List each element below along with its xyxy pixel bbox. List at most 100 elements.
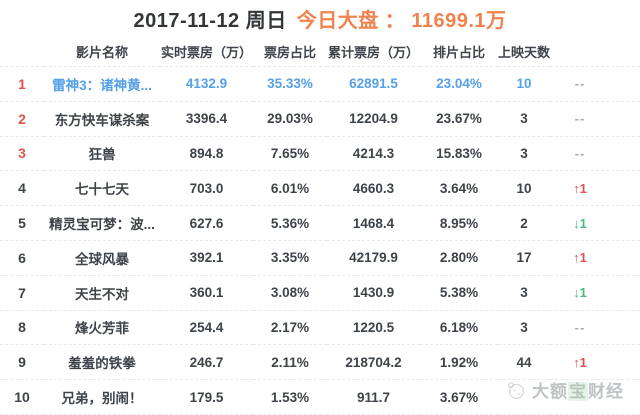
screening-share-cell: 23.67% <box>436 111 482 127</box>
watermark-prefix: 大额 <box>532 382 568 401</box>
realtime-boxoffice-cell: 703.0 <box>189 180 224 196</box>
box-office-table: 影片名称 实时票房（万） 票房占比 累计票房（万） 排片占比 上映天数 1 雷神… <box>0 36 640 415</box>
rank-trend-cell: -- <box>574 111 586 127</box>
watermark-green-char: 宝 <box>568 382 588 401</box>
realtime-boxoffice-cell: 627.6 <box>189 215 224 231</box>
mascot-logo-icon <box>505 379 527 401</box>
screening-share-cell: 23.04% <box>436 76 482 92</box>
cumulative-boxoffice-cell: 1468.4 <box>352 215 395 231</box>
realtime-boxoffice-cell: 4132.9 <box>185 76 228 92</box>
days-released-cell: 2 <box>520 215 528 231</box>
table-row: 9 羞羞的铁拳 246.7 2.11% 218704.2 1.92% 44 ↑1 <box>0 344 640 380</box>
market-label: 今日大盘 <box>296 9 379 32</box>
movie-name-cell: 雷神3：诸神黄... <box>52 77 152 93</box>
cumulative-boxoffice-cell: 62891.5 <box>349 76 398 92</box>
rank-cell: 4 <box>18 180 26 197</box>
header-realtime-boxoffice: 实时票房（万） <box>160 44 252 60</box>
rank-trend-cell: ↓1 <box>573 285 587 301</box>
header-screening-share: 排片占比 <box>432 44 485 60</box>
boxoffice-share-cell: 2.11% <box>271 354 309 370</box>
cumulative-boxoffice-cell: 911.7 <box>356 389 391 405</box>
days-released-cell: 3 <box>520 319 528 335</box>
screening-share-cell: 1.92% <box>439 354 479 370</box>
movie-name-cell: 烽火芳菲 <box>75 321 129 337</box>
header-days-released: 上映天数 <box>498 44 551 60</box>
movie-name-cell: 狂兽 <box>88 147 116 163</box>
movie-name-cell: 精灵宝可梦：波... <box>49 217 155 233</box>
screening-share-cell: 3.64% <box>439 180 479 196</box>
screening-share-cell: 5.38% <box>439 285 479 301</box>
boxoffice-share-cell: 3.08% <box>270 285 310 301</box>
report-date: 2017-11-12 周日 <box>133 9 287 32</box>
cumulative-boxoffice-cell: 4660.3 <box>352 180 395 196</box>
movie-name-cell: 七十七天 <box>75 182 129 198</box>
watermark: 大额宝财经 <box>505 377 624 402</box>
header-trend <box>550 36 640 67</box>
watermark-text: 大额宝财经 <box>532 377 624 402</box>
days-released-cell: 10 <box>516 180 532 196</box>
rank-trend-cell: ↑1 <box>573 250 587 266</box>
rank-trend-cell: -- <box>574 319 586 335</box>
boxoffice-share-cell: 3.35% <box>270 250 310 266</box>
watermark-suffix: 财经 <box>588 382 624 401</box>
header-movie-name: 影片名称 <box>75 44 128 60</box>
movie-name-cell: 全球风暴 <box>75 251 129 267</box>
table-row: 5 精灵宝可梦：波... 627.6 5.36% 1468.4 8.95% 2 … <box>0 205 640 241</box>
boxoffice-share-cell: 6.01% <box>270 180 310 196</box>
movie-name-cell: 兄弟，别闹！ <box>61 391 143 407</box>
table-body: 1 雷神3：诸神黄... 4132.9 35.33% 62891.5 23.04… <box>0 66 640 415</box>
boxoffice-share-cell: 35.33% <box>267 76 313 92</box>
cumulative-boxoffice-cell: 218704.2 <box>345 354 402 370</box>
cumulative-boxoffice-cell: 12204.9 <box>349 111 398 127</box>
market-colon: ： <box>384 9 406 32</box>
movie-name-cell: 东方快车谋杀案 <box>54 112 150 128</box>
realtime-boxoffice-cell: 3396.4 <box>185 111 228 127</box>
cumulative-boxoffice-cell: 1430.9 <box>352 285 395 301</box>
page-title: 2017-11-12 周日 今日大盘 ： 11699.1万 <box>0 0 640 36</box>
screening-share-cell: 2.80% <box>439 250 479 266</box>
screening-share-cell: 15.83% <box>436 145 482 161</box>
boxoffice-share-cell: 29.03% <box>267 111 313 127</box>
days-released-cell: 10 <box>516 76 532 92</box>
cumulative-boxoffice-cell: 42179.9 <box>349 250 398 266</box>
realtime-boxoffice-cell: 392.1 <box>189 250 224 266</box>
boxoffice-share-cell: 7.65% <box>270 145 310 161</box>
days-released-cell: 17 <box>516 250 532 266</box>
table-row: 2 东方快车谋杀案 3396.4 29.03% 12204.9 23.67% 3… <box>0 101 640 136</box>
movie-name-cell: 羞羞的铁拳 <box>68 356 136 372</box>
days-released-cell: 44 <box>516 354 532 370</box>
boxoffice-share-cell: 2.17% <box>270 319 310 335</box>
screening-share-cell: 8.95% <box>439 215 479 231</box>
rank-trend-cell: -- <box>574 76 586 92</box>
rank-trend-cell: ↑1 <box>573 180 587 196</box>
market-value: 11699.1万 <box>411 9 507 32</box>
movie-name-cell: 天生不对 <box>75 286 129 302</box>
realtime-boxoffice-cell: 254.4 <box>189 319 224 335</box>
boxoffice-share-cell: 1.53% <box>270 389 310 405</box>
rank-trend-cell: ↓1 <box>573 215 587 231</box>
realtime-boxoffice-cell: 360.1 <box>189 285 224 301</box>
table-header: 影片名称 实时票房（万） 票房占比 累计票房（万） 排片占比 上映天数 <box>0 36 640 67</box>
rank-cell: 1 <box>18 75 26 92</box>
table-row: 1 雷神3：诸神黄... 4132.9 35.33% 62891.5 23.04… <box>0 66 640 102</box>
rank-trend-cell: -- <box>574 145 586 161</box>
header-cumulative-boxoffice: 累计票房（万） <box>327 44 419 60</box>
days-released-cell: 3 <box>520 285 528 301</box>
cumulative-boxoffice-cell: 1220.5 <box>352 319 395 335</box>
rank-cell: 10 <box>14 389 30 406</box>
rank-cell: 2 <box>18 110 26 127</box>
table-row: 4 七十七天 703.0 6.01% 4660.3 3.64% 10 ↑1 <box>0 170 640 206</box>
rank-trend-cell: ↑1 <box>573 354 587 370</box>
header-boxoffice-share: 票房占比 <box>263 44 316 60</box>
table-row: 6 全球风暴 392.1 3.35% 42179.9 2.80% 17 ↑1 <box>0 240 640 275</box>
rank-cell: 6 <box>18 249 26 266</box>
screening-share-cell: 3.67% <box>439 389 479 405</box>
daily-market-total: 今日大盘 ： 11699.1万 <box>297 4 507 33</box>
header-rank <box>0 36 44 67</box>
realtime-boxoffice-cell: 246.7 <box>189 354 224 370</box>
rank-cell: 7 <box>18 284 26 301</box>
table-row: 7 天生不对 360.1 3.08% 1430.9 5.38% 3 ↓1 <box>0 275 640 310</box>
table-row: 3 狂兽 894.8 7.65% 4214.3 15.83% 3 -- <box>0 136 640 171</box>
rank-cell: 5 <box>18 215 26 232</box>
